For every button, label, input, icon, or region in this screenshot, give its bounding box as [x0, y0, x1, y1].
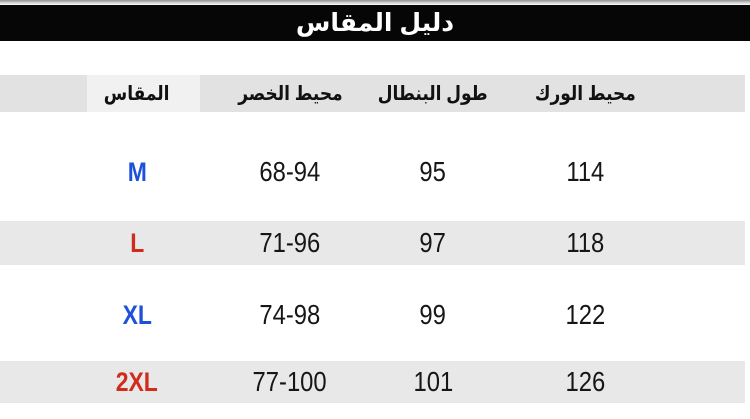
page-title: دليل المقاس	[295, 8, 455, 37]
cell-length: 99	[368, 289, 498, 341]
size-value: XL	[122, 299, 152, 330]
length-value: 97	[419, 227, 447, 258]
size-column-highlight	[87, 75, 200, 112]
header-label-length: طول البنطال	[378, 82, 488, 105]
hip-value: 118	[566, 227, 604, 258]
hip-value: 114	[566, 156, 604, 187]
length-value: 99	[419, 299, 447, 330]
cell-waist: 77-100	[225, 361, 355, 403]
cell-waist: 74-98	[225, 289, 355, 341]
table-row-xl: XL 74-98 99 122	[0, 289, 745, 341]
size-value: L	[129, 227, 145, 258]
hip-value: 126	[565, 366, 605, 397]
cell-length: 101	[368, 361, 498, 403]
length-value: 95	[419, 156, 447, 187]
cell-hip: 126	[520, 361, 650, 403]
cell-size: M	[77, 146, 197, 198]
table-row-m: M 68-94 95 114	[0, 146, 745, 198]
size-value: 2XL	[115, 366, 159, 397]
waist-value: 71-96	[259, 227, 321, 258]
table-row-2xl: 2XL 77-100 101 126	[0, 361, 745, 403]
header-cell-length: طول البنطال	[368, 75, 498, 112]
size-value: M	[127, 156, 147, 187]
cell-waist: 71-96	[225, 221, 355, 265]
cell-size: 2XL	[77, 361, 197, 403]
cell-hip: 122	[520, 289, 650, 341]
cell-length: 97	[368, 221, 498, 265]
header-label-hip: محيط الورك	[534, 82, 636, 105]
header-label-size: المقاس	[104, 82, 170, 105]
waist-value: 68-94	[259, 156, 321, 187]
table-header-row: المقاس محيط الخصر طول البنطال محيط الورك	[0, 75, 745, 112]
table-row-l: L 71-96 97 118	[0, 221, 745, 265]
cell-waist: 68-94	[225, 146, 355, 198]
waist-value: 77-100	[252, 366, 328, 397]
cell-hip: 114	[520, 146, 650, 198]
header-cell-waist: محيط الخصر	[225, 75, 355, 112]
top-gradient-strip	[0, 0, 750, 5]
cell-hip: 118	[520, 221, 650, 265]
waist-value: 74-98	[259, 299, 321, 330]
length-value: 101	[413, 366, 453, 397]
hip-value: 122	[565, 299, 605, 330]
title-bar: دليل المقاس	[0, 5, 750, 41]
header-label-waist: محيط الخصر	[237, 82, 343, 105]
cell-size: L	[77, 221, 197, 265]
header-cell-size: المقاس	[77, 75, 197, 112]
header-cell-hip: محيط الورك	[520, 75, 650, 112]
cell-size: XL	[77, 289, 197, 341]
cell-length: 95	[368, 146, 498, 198]
